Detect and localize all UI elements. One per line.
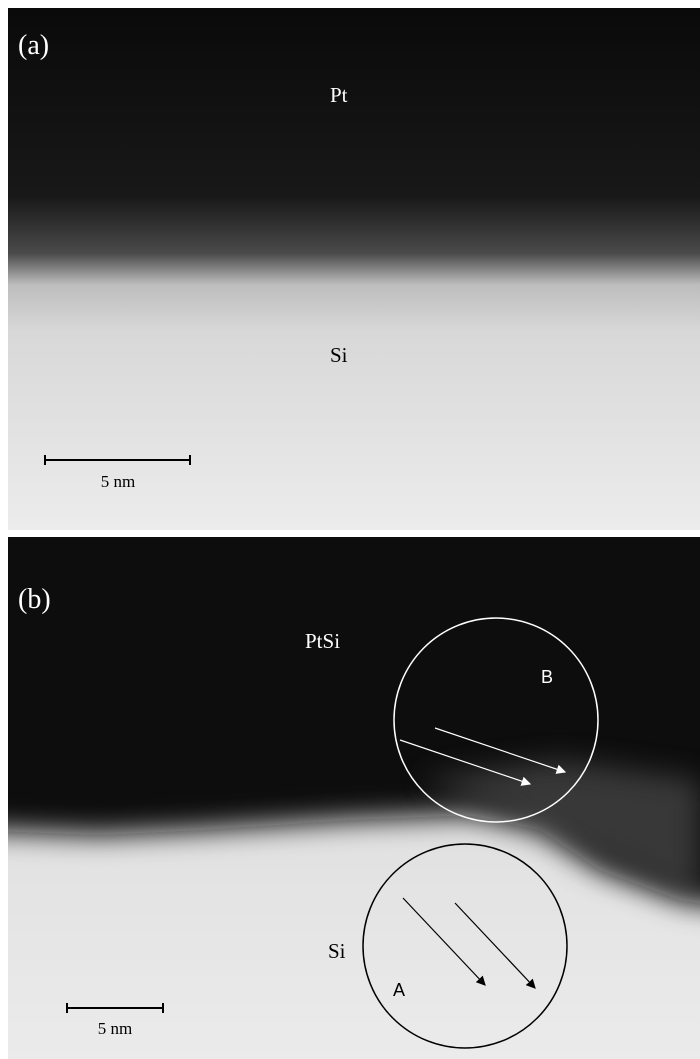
scale-bar-label: 5 nm: [98, 1019, 132, 1038]
panel-a-image: [8, 8, 700, 530]
micrograph-figure: (a) Pt Si 5 nm (b) PtSi Si B A: [0, 0, 700, 1059]
material-label: Pt: [330, 83, 348, 107]
material-label: Si: [330, 343, 348, 367]
panel-label: (a): [18, 30, 49, 61]
region-label: B: [541, 667, 553, 687]
material-label: Si: [328, 939, 346, 963]
region-label: A: [393, 980, 405, 1000]
material-label: PtSi: [305, 629, 340, 653]
panel-b-image: [0, 500, 700, 1059]
scale-bar-label: 5 nm: [101, 472, 135, 491]
panel-a: (a) Pt Si 5 nm: [8, 8, 700, 530]
panel-b: (b) PtSi Si B A 5 nm: [0, 500, 700, 1059]
panel-label: (b): [18, 584, 51, 615]
